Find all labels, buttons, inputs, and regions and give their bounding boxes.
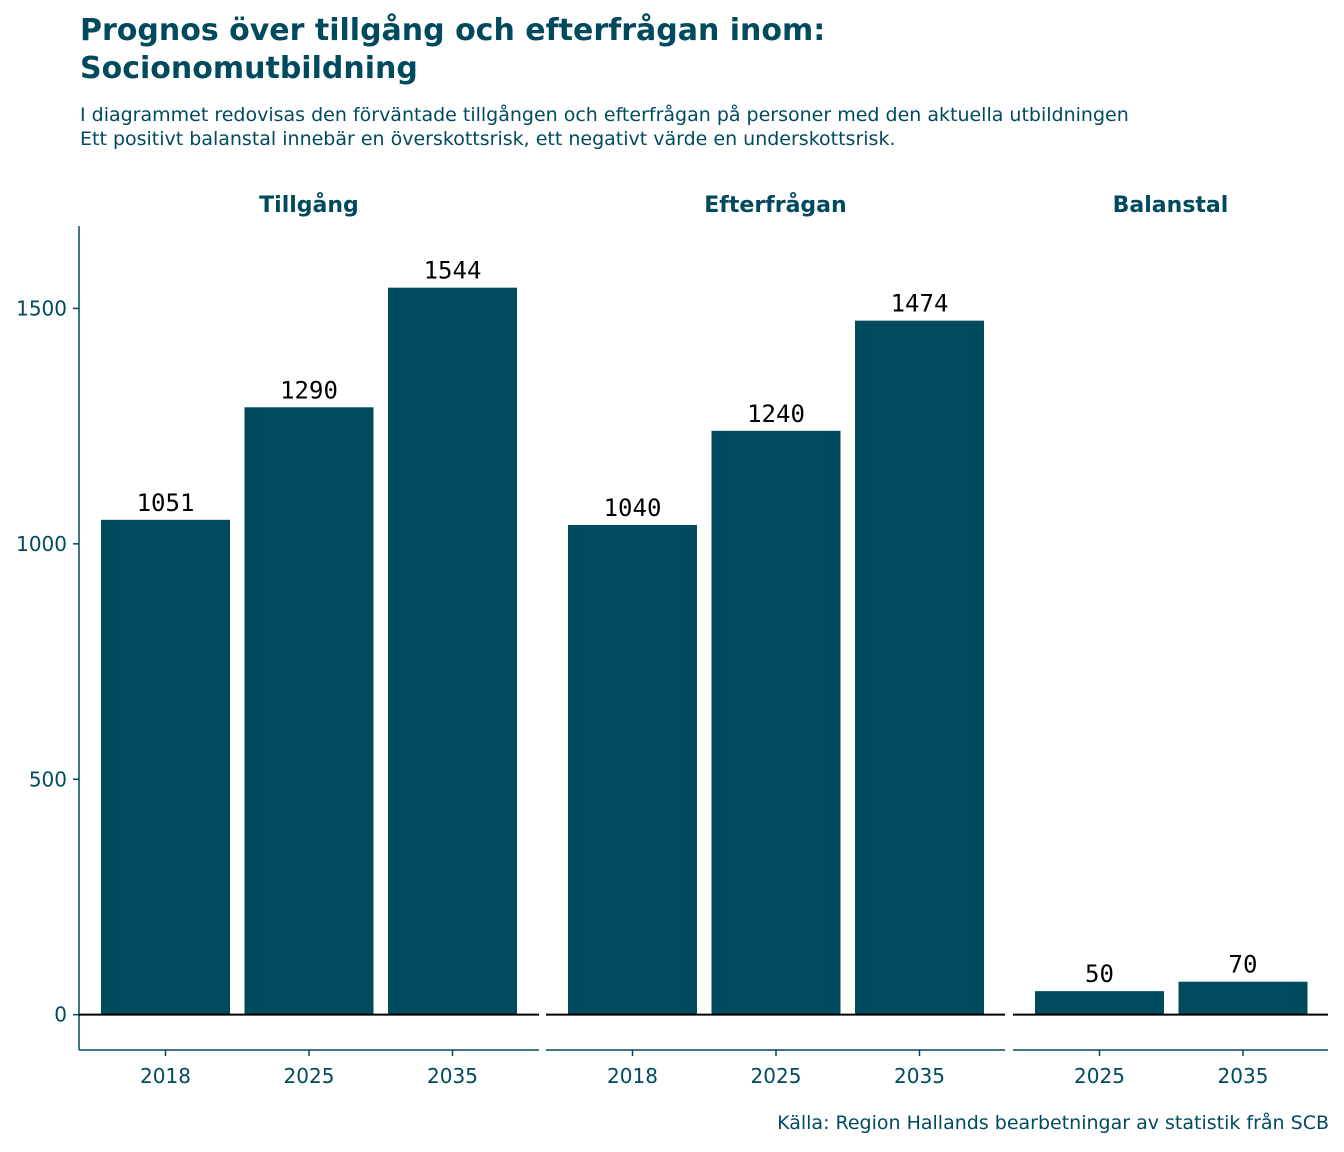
facet-label: Efterfrågan xyxy=(704,192,846,218)
data-label: 1544 xyxy=(424,257,482,285)
facet-label: Balanstal xyxy=(1113,193,1229,218)
bar xyxy=(855,320,984,1015)
x-tick-label: 2035 xyxy=(894,1064,945,1088)
x-tick-label: 2035 xyxy=(427,1064,478,1088)
bar xyxy=(244,407,374,1015)
bar xyxy=(1035,991,1164,1015)
x-tick-label: 2025 xyxy=(1074,1064,1125,1088)
y-tick-label: 1000 xyxy=(16,532,67,556)
bar xyxy=(101,519,230,1015)
chart-subtitle: I diagrammet redovisas den förväntade ti… xyxy=(80,103,1129,151)
data-label: 1290 xyxy=(280,376,338,404)
subtitle-line-2: Ett positivt balanstal innebär en översk… xyxy=(80,128,896,150)
data-label: 1040 xyxy=(604,494,662,522)
y-tick-label: 500 xyxy=(29,767,67,791)
bar xyxy=(388,287,517,1015)
y-tick-label: 1500 xyxy=(16,296,67,320)
x-tick-label: 2025 xyxy=(751,1064,802,1088)
x-tick-label: 2035 xyxy=(1218,1064,1269,1088)
data-label: 70 xyxy=(1229,951,1258,979)
x-tick-label: 2018 xyxy=(607,1064,658,1088)
bar xyxy=(1178,981,1308,1015)
subtitle-line-1: I diagrammet redovisas den förväntade ti… xyxy=(80,104,1129,126)
facet-label: Tillgång xyxy=(259,192,359,218)
bar xyxy=(711,430,841,1015)
title-line-2: Socionomutbildning xyxy=(80,51,418,86)
x-tick-label: 2018 xyxy=(140,1064,191,1088)
data-label: 1240 xyxy=(747,400,805,428)
data-label: 50 xyxy=(1085,960,1114,988)
y-tick-label: 0 xyxy=(54,1003,67,1027)
chart-title: Prognos över tillgång och efterfrågan in… xyxy=(80,12,825,88)
x-tick-label: 2025 xyxy=(284,1064,335,1088)
data-label: 1474 xyxy=(891,290,949,318)
source-caption: Källa: Region Hallands bearbetningar av … xyxy=(777,1112,1329,1134)
title-line-1: Prognos över tillgång och efterfrågan in… xyxy=(80,13,826,48)
data-label: 1051 xyxy=(137,489,195,517)
bar xyxy=(568,524,697,1015)
